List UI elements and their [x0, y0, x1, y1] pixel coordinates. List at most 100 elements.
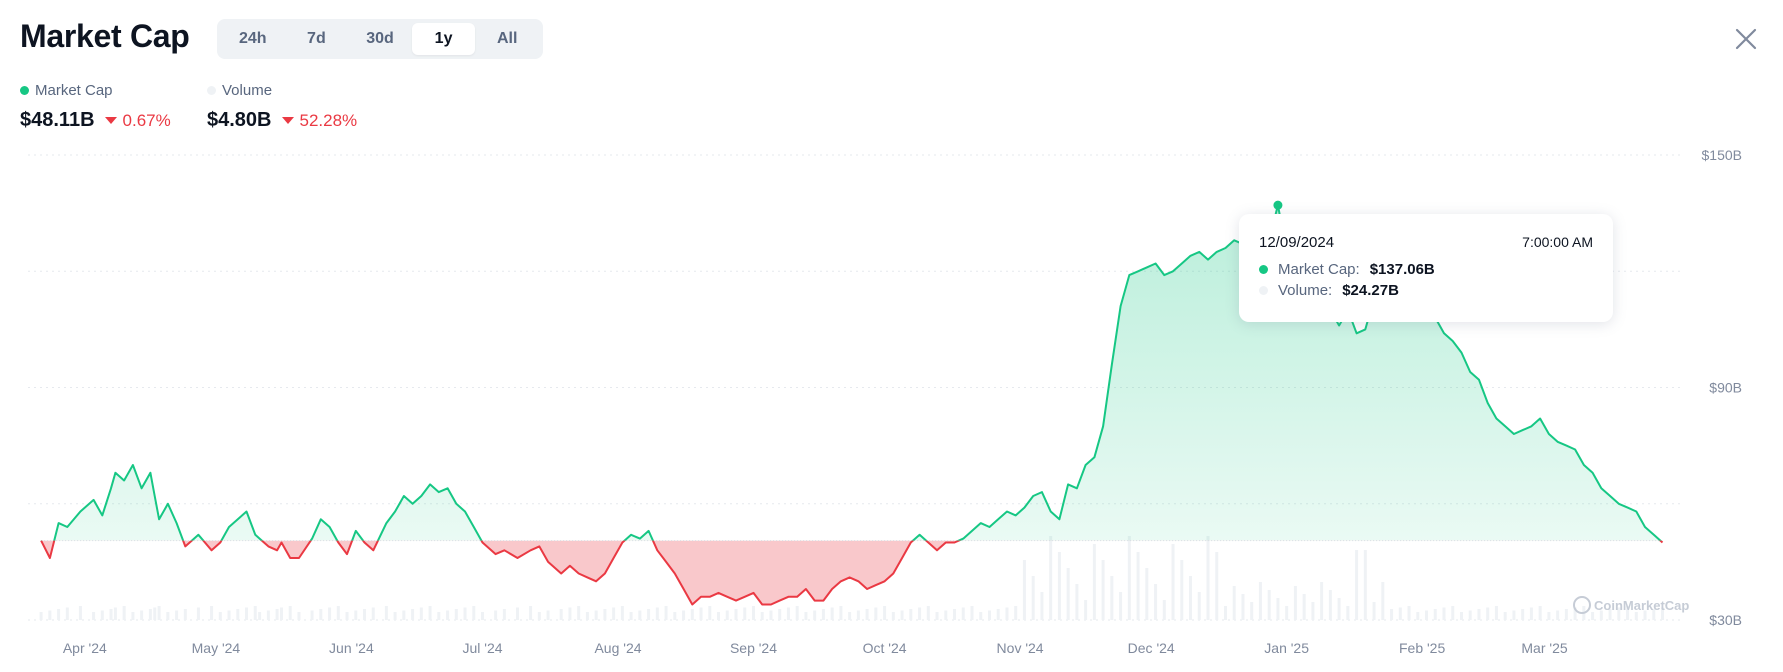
- volume-bar: [1040, 592, 1044, 620]
- volume-bar: [227, 610, 231, 620]
- volume-change: 52.28%: [281, 111, 357, 131]
- coinmarketcap-logo-icon: [1573, 596, 1591, 614]
- x-tick-label: Jun '24: [329, 640, 374, 656]
- volume-bar: [57, 609, 61, 620]
- x-tick-label: Sep '24: [730, 640, 777, 656]
- volume-bar: [1468, 610, 1472, 620]
- volume-bar: [682, 610, 686, 620]
- volume-bar: [664, 606, 668, 620]
- tab-24h[interactable]: 24h: [239, 30, 267, 47]
- volume-bar: [336, 606, 340, 620]
- volume-bar: [830, 607, 834, 620]
- volume-bar: [1626, 606, 1630, 620]
- volume-bar: [1355, 550, 1359, 620]
- volume-bar: [751, 606, 755, 620]
- caret-down-icon: [104, 117, 117, 124]
- volume-bar: [1215, 552, 1219, 620]
- volume-bar: [760, 612, 764, 620]
- market-cap-label: Market Cap: [35, 82, 113, 99]
- volume-bar: [529, 606, 533, 620]
- volume-bar: [979, 612, 983, 620]
- volume-bar: [78, 606, 82, 620]
- volume-bar: [1101, 560, 1105, 620]
- volume-bar: [245, 607, 249, 620]
- volume-bar: [918, 607, 922, 620]
- volume-bar: [1285, 606, 1289, 620]
- x-tick-label: Aug '24: [594, 640, 641, 656]
- volume-bar: [354, 610, 358, 620]
- x-tick-label: Dec '24: [1128, 640, 1175, 656]
- volume-bar: [620, 606, 624, 620]
- volume-bar: [1320, 582, 1324, 620]
- volume-bar: [743, 607, 747, 620]
- volume-bar: [1643, 610, 1647, 620]
- volume-bar: [926, 606, 930, 620]
- x-tick-label: Apr '24: [63, 640, 107, 656]
- y-tick-label: $90B: [1709, 380, 1742, 396]
- volume-bar: [428, 606, 432, 620]
- volume-bar: [39, 612, 43, 620]
- x-tick-label: May '24: [192, 640, 241, 656]
- volume-bar: [328, 607, 332, 620]
- volume-bar: [297, 612, 301, 620]
- volume-bar: [1591, 612, 1595, 620]
- volume-bar: [463, 607, 467, 620]
- volume-bar: [1634, 612, 1638, 620]
- volume-bar: [1206, 536, 1210, 620]
- volume-metric: Volume $4.80B 52.28%: [207, 82, 357, 132]
- tab-1y[interactable]: 1y: [411, 23, 476, 55]
- volume-bar: [612, 607, 616, 620]
- volume-bar: [1512, 610, 1516, 620]
- volume-bar: [1328, 590, 1332, 620]
- tab-30d[interactable]: 30d: [366, 30, 394, 47]
- volume-bar: [472, 606, 476, 620]
- tab-7d[interactable]: 7d: [307, 30, 326, 47]
- volume-bar: [1223, 606, 1227, 620]
- volume-bar: [603, 609, 607, 620]
- tooltip-time: 7:00:00 AM: [1522, 234, 1593, 250]
- volume-bar: [1652, 609, 1656, 620]
- volume-bar: [140, 610, 144, 620]
- area-fill-down: [41, 540, 1663, 605]
- volume-bar: [647, 609, 651, 620]
- volume-bar: [734, 609, 738, 620]
- volume-bar: [1617, 607, 1621, 620]
- volume-bar: [1521, 609, 1525, 620]
- volume-bar: [266, 610, 270, 620]
- volume-bar: [1538, 606, 1542, 620]
- volume-bar: [253, 606, 257, 620]
- volume-bar: [437, 612, 441, 620]
- market-cap-metric: Market Cap $48.11B 0.67%: [20, 82, 171, 132]
- volume-bar: [1267, 590, 1271, 620]
- watermark-text: CoinMarketCap: [1594, 598, 1689, 613]
- volume-bar: [1057, 552, 1061, 620]
- volume-bar: [1459, 612, 1463, 620]
- volume-bar: [1486, 607, 1490, 620]
- highlight-point: [1273, 200, 1283, 210]
- volume-bar: [1302, 594, 1306, 620]
- y-tick-label: $150B: [1702, 147, 1742, 163]
- close-icon[interactable]: [1733, 26, 1759, 52]
- volume-bar: [1407, 606, 1411, 620]
- volume-bar: [1197, 592, 1201, 620]
- tooltip-volume-dot-icon: [1259, 286, 1268, 295]
- volume-bar: [371, 607, 375, 620]
- volume-value: $4.80B: [207, 109, 272, 131]
- volume-bar: [1049, 536, 1053, 620]
- volume-bar: [1661, 607, 1665, 620]
- tab-all[interactable]: All: [496, 30, 518, 47]
- volume-bar: [1119, 592, 1123, 620]
- market-cap-change: 0.67%: [104, 111, 171, 131]
- volume-bar: [1556, 610, 1560, 620]
- volume-bar: [717, 612, 721, 620]
- volume-bar: [1154, 584, 1158, 620]
- volume-bar: [1075, 584, 1079, 620]
- volume-bar: [384, 606, 388, 620]
- volume-bar: [1250, 602, 1254, 620]
- volume-bar: [411, 609, 415, 620]
- volume-bar: [883, 606, 887, 620]
- volume-bar: [953, 609, 957, 620]
- tooltip-market-cap-dot-icon: [1259, 265, 1268, 274]
- volume-bar: [148, 609, 152, 620]
